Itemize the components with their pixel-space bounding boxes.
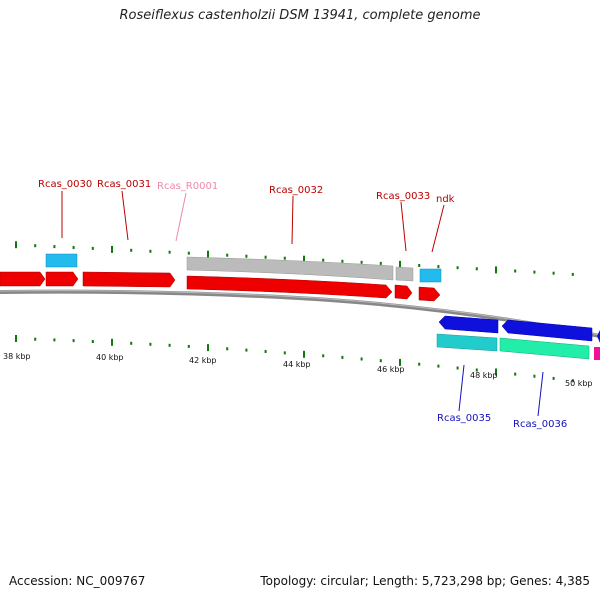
arrow-reverse-2[interactable] — [501, 319, 593, 342]
feature-rcas-0032-gray[interactable] — [186, 256, 394, 281]
label-rcas-r0001[interactable]: Rcas_R0001 — [157, 181, 218, 192]
reverse-features — [436, 315, 600, 360]
leader-rcas-0031 — [121, 190, 129, 241]
leader-rcas-r0001 — [175, 192, 187, 242]
tick-marks — [15, 241, 574, 383]
leader-ndk — [431, 204, 445, 253]
forward-features — [45, 253, 442, 283]
feature-rcas-0035[interactable] — [436, 333, 498, 352]
feature-ndk-small[interactable] — [419, 268, 442, 283]
label-rcas-0032[interactable]: Rcas_0032 — [269, 185, 323, 196]
leader-rcas-0035 — [458, 364, 465, 412]
feature-rcas-0036[interactable] — [499, 337, 590, 360]
leader-rcas-0033 — [400, 201, 407, 252]
scale-label-44kbp: 44 kbp — [283, 360, 311, 369]
accession-text: Accession: NC_009767 — [9, 574, 146, 588]
genome-backbone-highlight — [0, 290, 600, 336]
arrow-cds-1[interactable] — [0, 271, 46, 287]
scale-label-48kbp: 48 kbp — [470, 371, 498, 380]
scale-label-50kbp: 50 kbp — [565, 379, 593, 388]
label-leaders — [61, 190, 544, 417]
gene-labels: Rcas_0030 Rcas_0031 Rcas_R0001 Rcas_0032… — [38, 179, 567, 430]
arrow-reverse-3[interactable] — [597, 330, 600, 343]
topology-text: Topology: circular; Length: 5,723,298 bp… — [260, 574, 590, 588]
scale-label-42kbp: 42 kbp — [189, 356, 217, 365]
feature-rcas-0033-gray[interactable] — [395, 266, 414, 282]
arrow-ndk[interactable] — [418, 286, 441, 302]
label-rcas-0030[interactable]: Rcas_0030 — [38, 179, 92, 190]
scale-label-46kbp: 46 kbp — [377, 365, 405, 374]
label-rcas-0031[interactable]: Rcas_0031 — [97, 179, 151, 190]
scale-labels: 38 kbp 40 kbp 42 kbp 44 kbp 46 kbp 48 kb… — [3, 352, 593, 388]
feature-rcas-0030-small[interactable] — [45, 253, 78, 268]
arrow-reverse-1[interactable] — [438, 315, 499, 334]
label-rcas-0035[interactable]: Rcas_0035 — [437, 413, 491, 424]
scale-label-38kbp: 38 kbp — [3, 352, 31, 361]
arrow-rcas-0031[interactable] — [82, 271, 176, 288]
leader-rcas-0032 — [291, 195, 294, 245]
label-rcas-0036[interactable]: Rcas_0036 — [513, 419, 567, 430]
leader-rcas-0036 — [537, 371, 544, 417]
feature-magenta[interactable] — [594, 347, 600, 360]
arrow-rcas-0032[interactable] — [186, 275, 393, 299]
arrow-rcas-0033[interactable] — [394, 284, 413, 300]
forward-arrows — [0, 271, 441, 302]
label-ndk[interactable]: ndk — [436, 194, 455, 205]
scale-label-40kbp: 40 kbp — [96, 353, 124, 362]
map-title: Roseiflexus castenholzii DSM 13941, comp… — [119, 8, 481, 23]
arrow-rcas-0030[interactable] — [45, 271, 79, 287]
label-rcas-0033[interactable]: Rcas_0033 — [376, 191, 430, 202]
